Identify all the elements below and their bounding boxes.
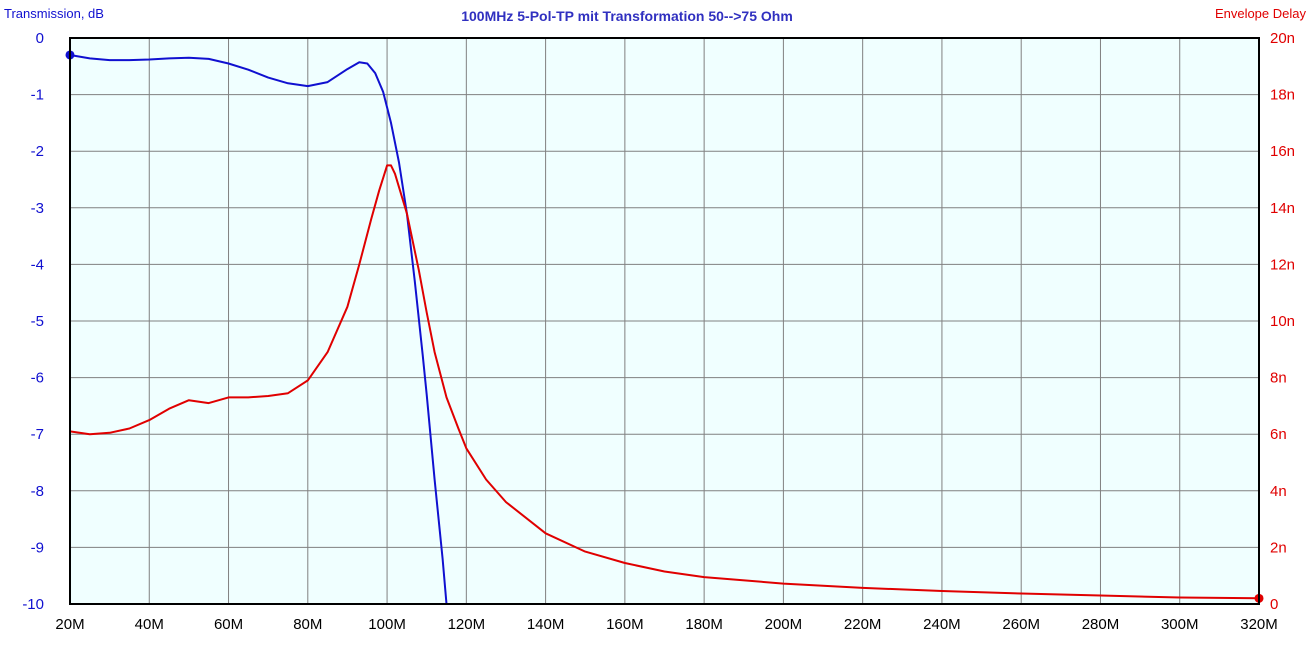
chart-title: 100MHz 5-Pol-TP mit Transformation 50-->…	[461, 8, 793, 24]
y-left-tick-label: -6	[31, 370, 44, 387]
y-right-tick-label: 6n	[1270, 426, 1287, 443]
y-left-tick-label: -2	[31, 143, 44, 160]
y-left-tick-label: -8	[31, 483, 44, 500]
y-right-tick-label: 0	[1270, 596, 1278, 613]
y-right-tick-label: 2n	[1270, 539, 1287, 556]
left-axis-label: Transmission, dB	[4, 6, 104, 21]
y-left-tick-label: -1	[31, 87, 44, 104]
x-tick-label: 20M	[55, 616, 84, 633]
y-left-tick-label: -7	[31, 426, 44, 443]
x-tick-label: 100M	[368, 616, 406, 633]
x-tick-label: 280M	[1082, 616, 1120, 633]
right-axis-label: Envelope Delay	[1215, 6, 1307, 21]
x-tick-label: 240M	[923, 616, 961, 633]
y-left-tick-label: 0	[36, 30, 44, 47]
y-left-tick-label: -10	[22, 596, 44, 613]
y-right-tick-label: 8n	[1270, 370, 1287, 387]
y-right-tick-label: 18n	[1270, 87, 1295, 104]
y-left-tick-label: -4	[31, 256, 44, 273]
x-tick-label: 40M	[135, 616, 164, 633]
plot-frame	[69, 37, 1260, 605]
x-tick-label: 160M	[606, 616, 644, 633]
y-left-tick-label: -5	[31, 313, 44, 330]
x-tick-label: 260M	[1002, 616, 1040, 633]
x-tick-label: 200M	[765, 616, 803, 633]
delay-line	[69, 164, 1260, 600]
y-right-tick-label: 16n	[1270, 143, 1295, 160]
x-tick-label: 140M	[527, 616, 565, 633]
x-tick-label: 220M	[844, 616, 882, 633]
x-tick-label: 60M	[214, 616, 243, 633]
y-right-tick-label: 4n	[1270, 483, 1287, 500]
y-right-tick-label: 14n	[1270, 200, 1295, 217]
x-tick-label: 120M	[448, 616, 486, 633]
y-right-tick-label: 12n	[1270, 256, 1295, 273]
x-tick-label: 300M	[1161, 616, 1199, 633]
y-left-tick-label: -9	[31, 539, 44, 556]
tick-labels: 20M 40M 60M 80M 100M 120M 140M 160M 180M 200M 220M…	[22, 30, 1295, 633]
gridlines	[70, 38, 1259, 604]
y-left-tick-label: -3	[31, 200, 44, 217]
y-right-tick-label: 20n	[1270, 30, 1295, 47]
x-tick-label: 320M	[1240, 616, 1278, 633]
y-right-tick-label: 10n	[1270, 313, 1295, 330]
x-tick-label: 180M	[685, 616, 723, 633]
x-tick-label: 80M	[293, 616, 322, 633]
